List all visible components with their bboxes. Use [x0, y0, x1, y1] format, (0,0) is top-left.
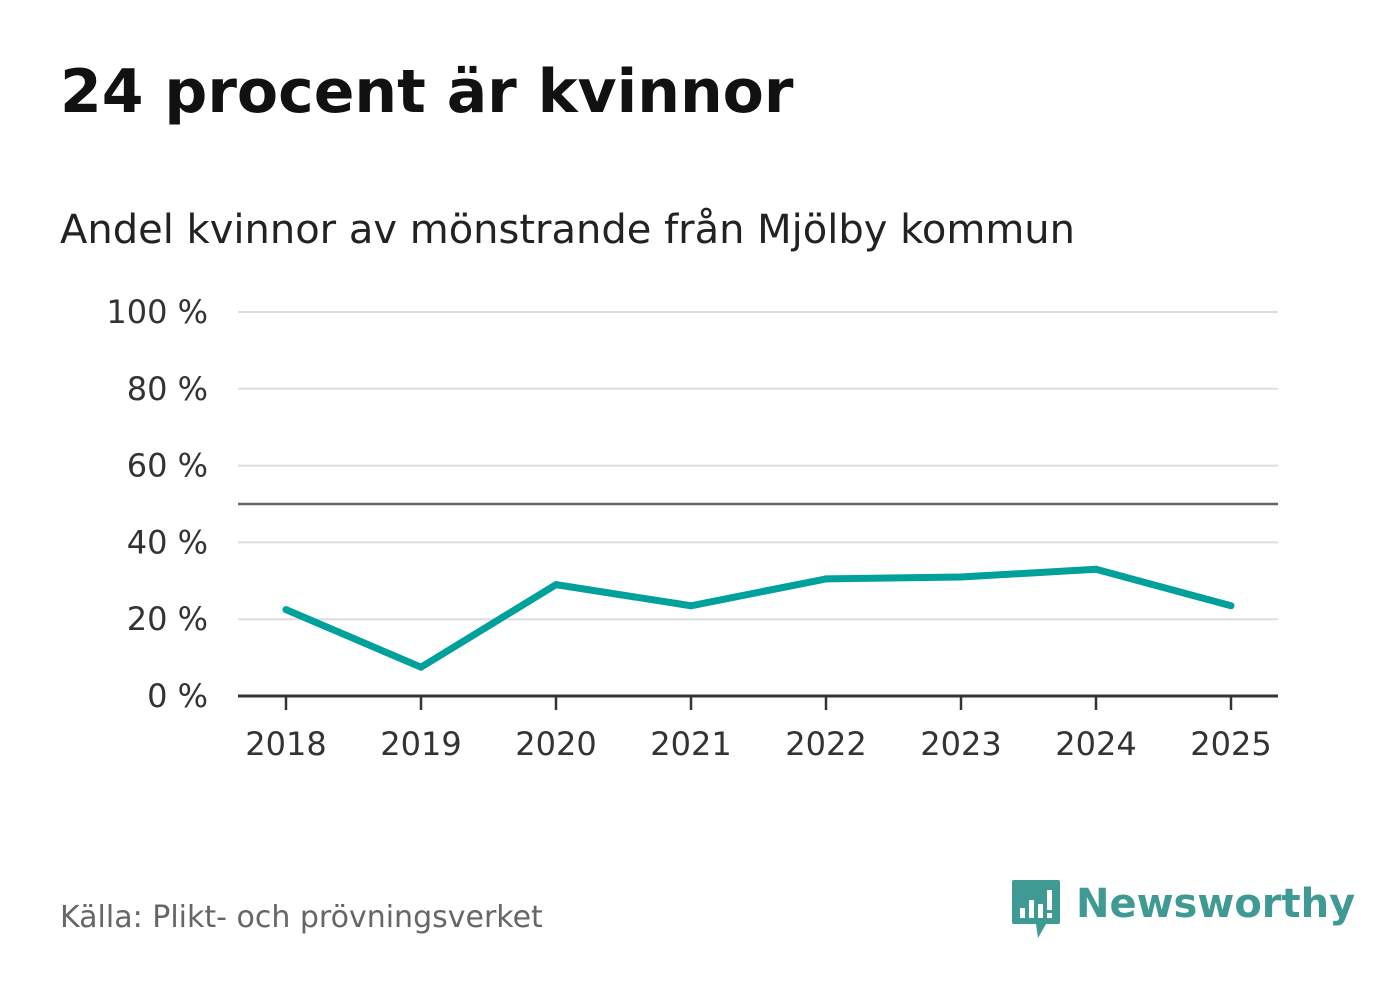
brand-logo: Newsworthy — [1010, 878, 1355, 942]
data-point-2021 — [687, 602, 695, 610]
x-tick-label: 2020 — [515, 725, 596, 763]
y-tick-label: 100 % — [106, 293, 208, 331]
brand-name: Newsworthy — [1076, 881, 1356, 927]
data-point-2023 — [957, 573, 965, 581]
x-tick-label: 2024 — [1055, 725, 1136, 763]
y-tick-label: 80 % — [127, 370, 208, 408]
x-tick-label: 2022 — [785, 725, 866, 763]
data-point-2024 — [1092, 565, 1100, 573]
data-point-2019 — [417, 663, 425, 671]
series-line — [284, 565, 1232, 671]
y-tick-label: 20 % — [127, 600, 208, 638]
x-tick-label: 2023 — [920, 725, 1001, 763]
chart-title: 24 procent är kvinnor — [60, 57, 794, 127]
grid-lines — [238, 311, 1278, 621]
y-tick-label: 0 % — [147, 677, 208, 715]
data-point-2022 — [822, 575, 830, 583]
source-note: Källa: Plikt- och prövningsverket — [60, 900, 543, 935]
x-tick-label: 2021 — [650, 725, 731, 763]
chart-subtitle: Andel kvinnor av mönstrande från Mjölby … — [60, 207, 1075, 253]
data-point-2020 — [552, 581, 560, 589]
data-point-2018 — [282, 606, 290, 614]
data-series — [282, 565, 1235, 671]
y-tick-label: 60 % — [127, 447, 208, 485]
y-tick-label: 40 % — [127, 523, 208, 561]
x-tick-label: 2025 — [1190, 725, 1271, 763]
y-axis: 0 % 20 % 40 % 60 % 80 % 100 % — [106, 293, 208, 715]
x-axis: 2018 2019 2020 2021 2022 2023 2024 2025 — [238, 694, 1278, 763]
x-tick-label: 2018 — [245, 725, 326, 763]
x-tick-label: 2019 — [380, 725, 461, 763]
data-point-2025 — [1227, 602, 1235, 610]
newsworthy-logo-icon — [1012, 880, 1060, 938]
